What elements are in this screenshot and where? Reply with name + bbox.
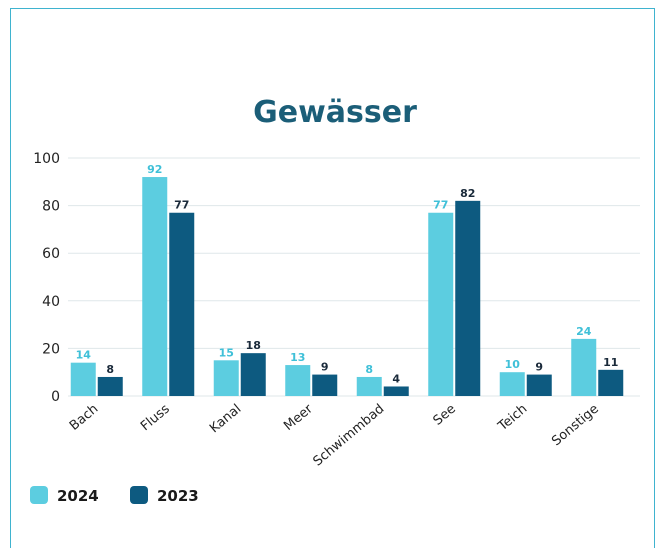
legend-swatch-2024 (30, 486, 48, 504)
x-tick-label: Meer (281, 401, 316, 434)
y-tick-label: 20 (42, 341, 60, 357)
bar-2023-teich (526, 374, 552, 396)
bar-2023-bach (97, 376, 123, 396)
data-label: 77 (174, 199, 189, 212)
x-tick-label: See (431, 402, 459, 429)
bar-2024-kanal (213, 360, 239, 396)
data-label: 9 (321, 361, 329, 374)
bar-2024-bach (70, 362, 96, 396)
data-label: 10 (505, 358, 521, 371)
legend-swatch-2023 (130, 486, 148, 504)
bar-2023-sonstige (598, 369, 624, 396)
chart-frame (10, 8, 655, 548)
bar-2024-meer (285, 365, 311, 396)
y-tick-label: 80 (42, 199, 60, 215)
bar-2023-fluss (169, 212, 195, 396)
bar-2024-schwimmbad (356, 376, 382, 396)
x-tick-label: Sonstige (549, 402, 602, 450)
bar-2023-schwimmbad (383, 386, 409, 396)
bar-2024-see (428, 212, 454, 396)
data-label: 15 (219, 346, 234, 359)
bar-2024-teich (499, 372, 525, 396)
data-labels: 14 8 92 77 15 18 13 9 8 4 77 82 10 9 24 11 (76, 163, 619, 385)
data-label: 82 (460, 187, 475, 200)
data-label: 8 (106, 363, 114, 376)
data-label: 9 (535, 361, 543, 374)
legend-label-2024: 2024 (57, 487, 99, 505)
x-tick-label: Teich (495, 402, 530, 435)
bar-2023-meer (312, 374, 338, 396)
data-label: 13 (290, 351, 305, 364)
y-tick-label: 100 (33, 151, 60, 167)
data-label: 92 (147, 163, 162, 176)
data-label: 4 (392, 372, 400, 385)
data-label: 14 (76, 349, 92, 362)
data-label: 77 (433, 199, 448, 212)
data-label: 24 (576, 325, 592, 338)
bars (70, 177, 624, 396)
x-tick-label: Fluss (138, 401, 173, 434)
y-tick-label: 40 (42, 294, 60, 310)
bar-2023-kanal (240, 353, 266, 396)
legend: 2024 2023 (30, 486, 199, 505)
chart-title: Gewässer (253, 95, 417, 130)
x-tick-label: Schwimmbad (311, 402, 388, 470)
y-axis: 0 20 40 60 80 100 (33, 151, 60, 405)
bar-2024-sonstige (571, 338, 597, 396)
legend-label-2023: 2023 (157, 487, 199, 505)
y-tick-label: 0 (51, 389, 60, 405)
data-label: 11 (603, 356, 618, 369)
x-tick-label: Bach (67, 402, 101, 434)
y-tick-label: 60 (42, 246, 60, 262)
data-label: 8 (365, 363, 373, 376)
bar-2023-see (455, 200, 481, 396)
data-label: 18 (246, 339, 261, 352)
bar-2024-fluss (142, 177, 168, 396)
x-tick-label: Kanal (207, 402, 244, 437)
